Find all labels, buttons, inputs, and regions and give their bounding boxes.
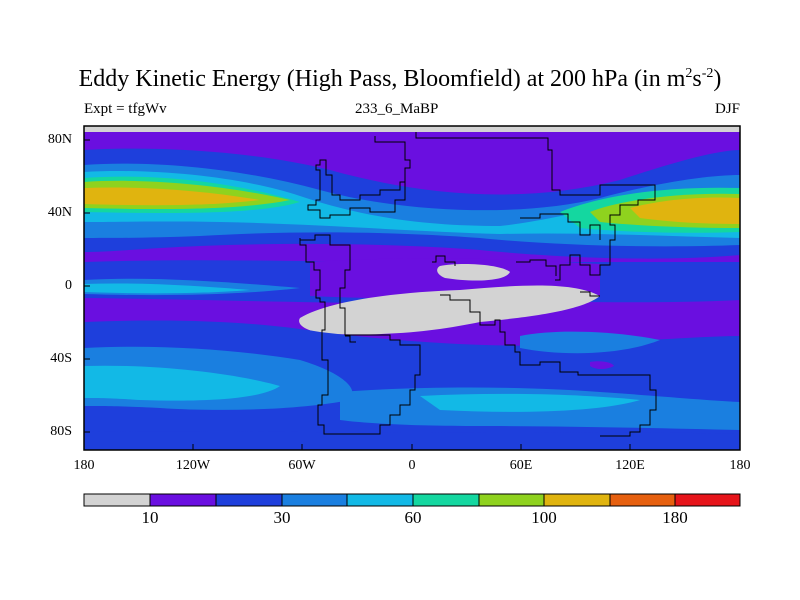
x-tick-label: 180 xyxy=(729,458,751,473)
y-tick-label: 40S xyxy=(50,351,72,366)
experiment-label: Expt = tfgWv xyxy=(84,101,167,117)
y-tick-label: 80N xyxy=(47,132,72,147)
colorbar-label: 30 xyxy=(273,508,291,527)
model-label: 233_6_MaBP xyxy=(355,101,439,117)
colorbar-swatch-0 xyxy=(84,494,150,506)
y-tick-label: 80S xyxy=(50,424,72,439)
colorbar-swatch-9 xyxy=(675,494,740,506)
x-tick-label: 60W xyxy=(288,458,316,473)
colorbar-label: 60 xyxy=(404,508,422,527)
x-tick-label: 120E xyxy=(615,458,645,473)
colorbar-swatch-6 xyxy=(479,494,544,506)
colorbar-label: 10 xyxy=(141,508,159,527)
colorbar-swatch-8 xyxy=(610,494,675,506)
colorbar xyxy=(83,493,741,507)
colorbar-swatch-7 xyxy=(544,494,610,506)
y-tick-label: 40N xyxy=(47,205,72,220)
x-tick-label: 180 xyxy=(73,458,95,473)
colorbar-swatch-5 xyxy=(413,494,479,506)
colorbar-swatch-1 xyxy=(150,494,216,506)
colorbar-swatch-4 xyxy=(347,494,413,506)
continent-outline xyxy=(299,132,657,437)
colorbar-label: 100 xyxy=(531,508,557,527)
season-label: DJF xyxy=(714,101,740,117)
colorbar-label: 180 xyxy=(662,508,688,527)
axis-ticks xyxy=(83,139,741,450)
x-tick-label: 0 xyxy=(408,458,416,473)
colorbar-swatch-3 xyxy=(282,494,347,506)
map-title: Eddy Kinetic Energy (High Pass, Bloomfie… xyxy=(78,66,722,92)
x-tick-label: 60E xyxy=(509,458,533,473)
contour-field xyxy=(84,126,740,450)
x-tick-label: 120W xyxy=(175,458,211,473)
colorbar-swatch-2 xyxy=(216,494,282,506)
y-tick-label: 0 xyxy=(65,278,72,293)
